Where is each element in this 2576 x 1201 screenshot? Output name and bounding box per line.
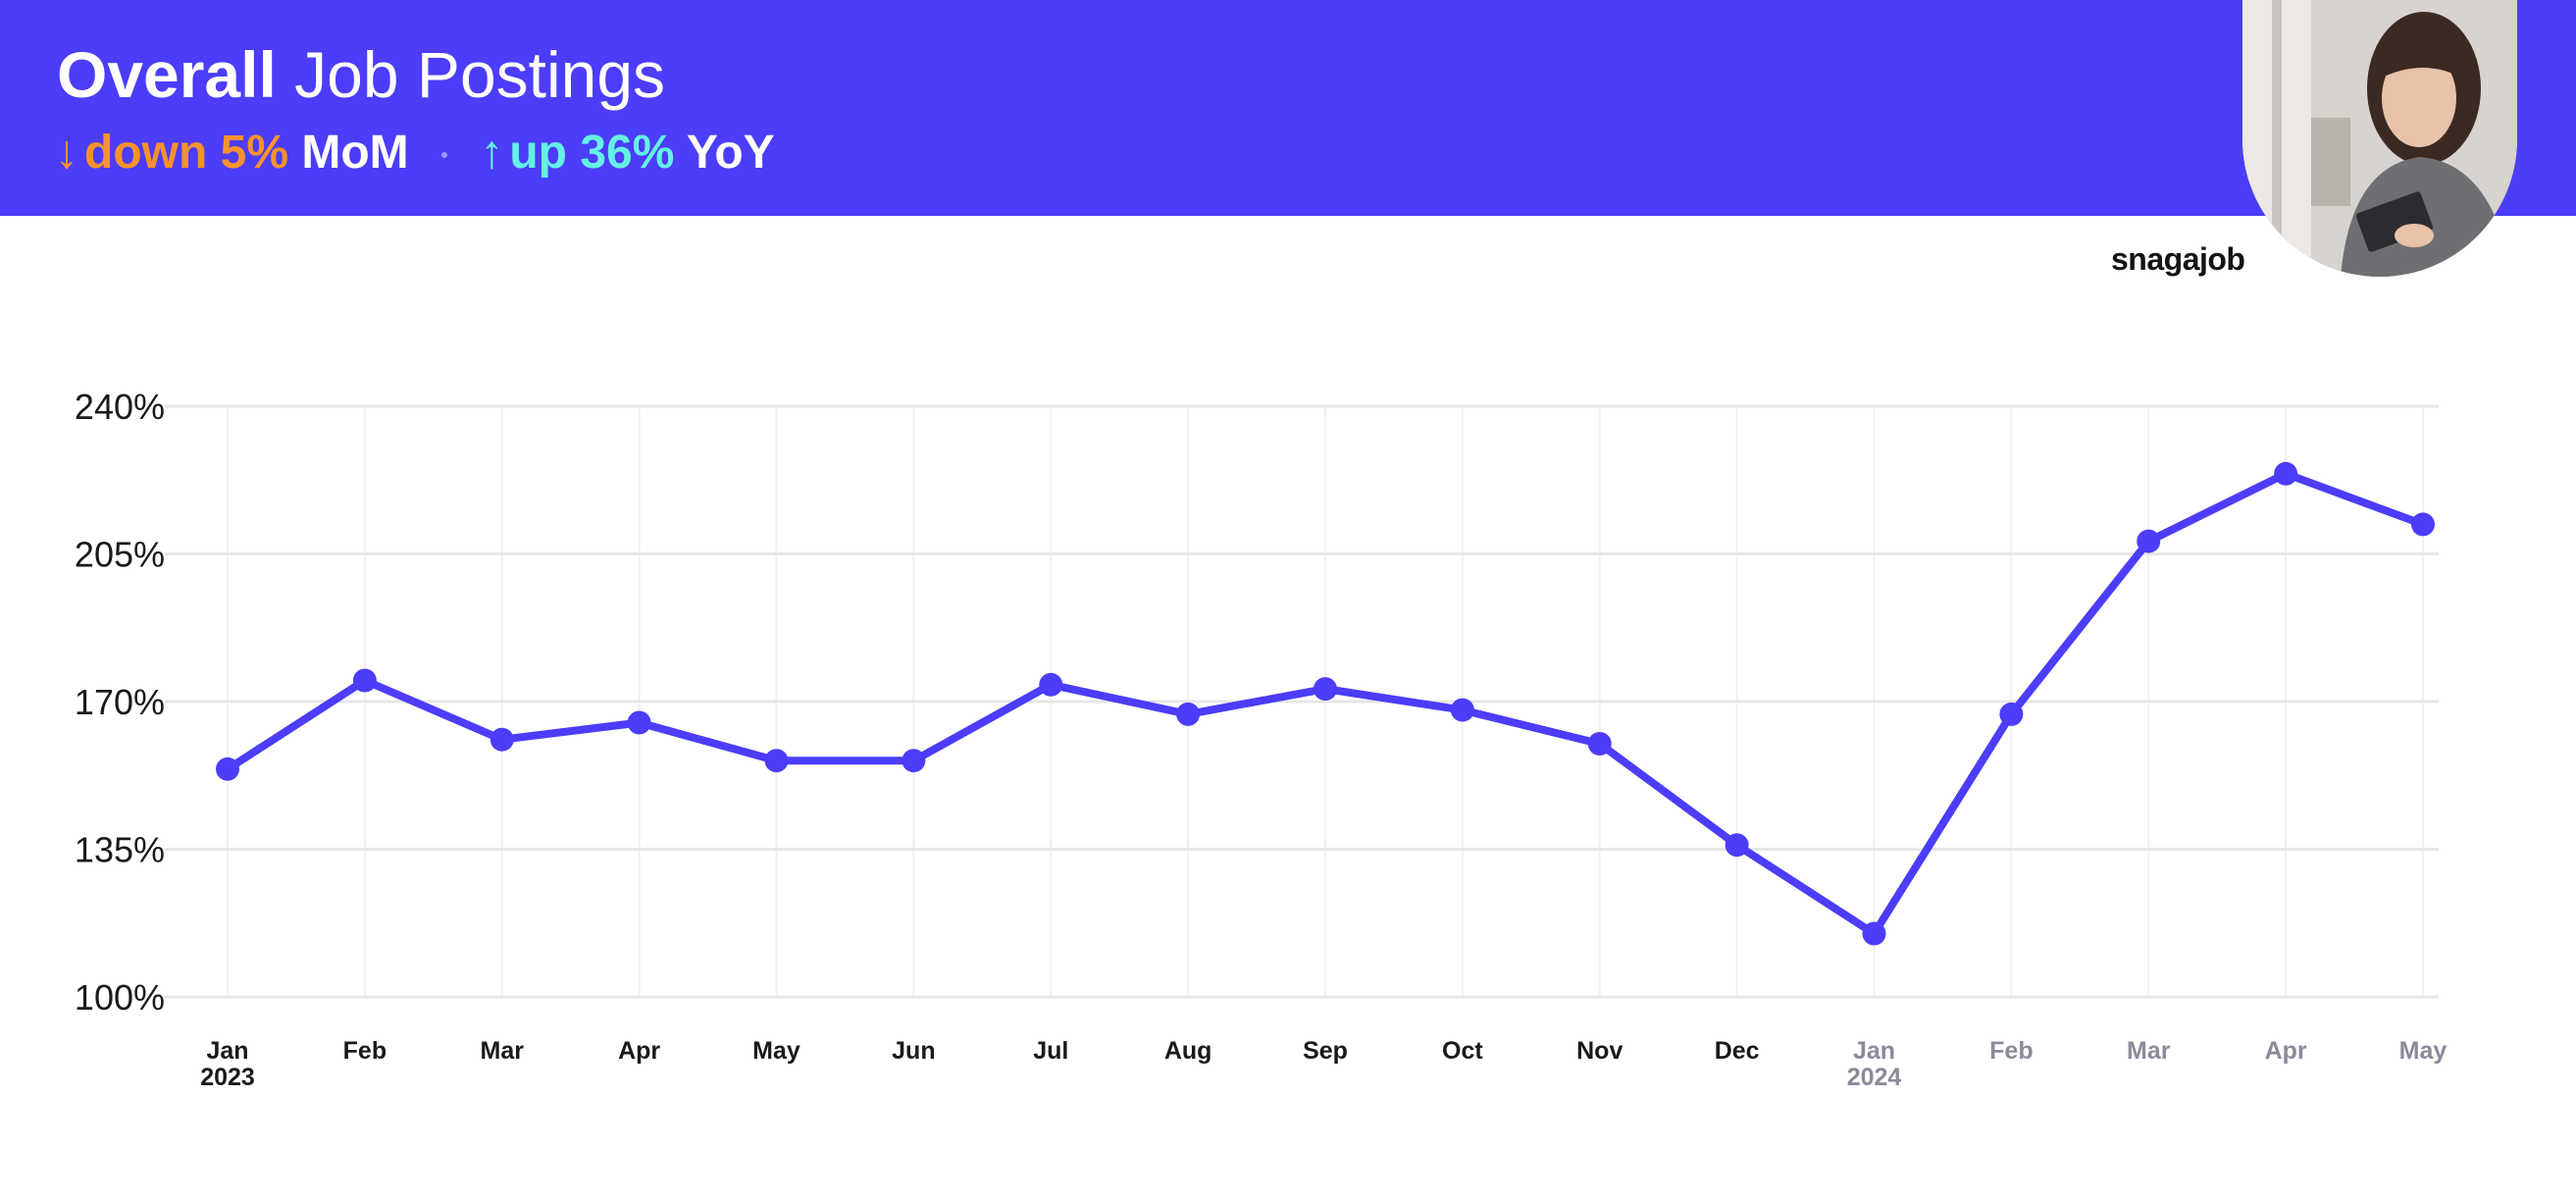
x-tick-label: Jul <box>1033 1037 1068 1065</box>
chart-series <box>216 461 2435 946</box>
x-tick-label: Aug <box>1164 1037 1212 1065</box>
y-tick-label: 100% <box>75 977 165 1018</box>
mom-change: down 5% <box>84 127 289 179</box>
person-photo <box>2242 0 2517 277</box>
title-light: Job Postings <box>294 38 666 111</box>
yoy-change: up 36% <box>509 127 675 179</box>
x-tick-label: Mar <box>481 1037 525 1065</box>
data-point <box>627 710 651 735</box>
x-tick-label: Oct <box>1442 1037 1483 1065</box>
x-tick-label: May <box>752 1037 800 1065</box>
x-tick-label: Dec <box>1715 1037 1760 1065</box>
x-tick-label: Jun <box>892 1037 935 1065</box>
x-tick-label: Sep <box>1303 1037 1348 1065</box>
x-tick-label: Feb <box>1989 1037 2033 1065</box>
data-point <box>902 749 926 773</box>
data-point <box>2137 529 2161 553</box>
data-point <box>1314 677 1337 702</box>
y-tick-label: 240% <box>75 387 165 427</box>
data-point <box>1999 702 2024 726</box>
x-tick-label: Jan <box>206 1037 248 1065</box>
x-tick-label: Apr <box>618 1037 660 1065</box>
data-point <box>764 749 789 773</box>
data-point <box>216 757 239 781</box>
data-point <box>489 727 514 752</box>
x-tick-label: Jan <box>1853 1037 1895 1065</box>
brand-logo: snagajob <box>2111 241 2245 277</box>
chart-grid <box>165 404 2439 999</box>
mom-label: MoM <box>301 127 409 179</box>
x-tick-label: Mar <box>2127 1037 2171 1065</box>
data-point <box>1862 921 1886 946</box>
data-point <box>2411 512 2435 537</box>
y-tick-label: 135% <box>75 830 165 870</box>
x-tick-label: Feb <box>343 1037 386 1065</box>
up-arrow-icon: ↑ <box>480 127 504 179</box>
x-tick-label: Nov <box>1576 1037 1623 1065</box>
x-tick-year-label: 2024 <box>1847 1064 1902 1091</box>
x-tick-year-label: 2023 <box>200 1064 255 1091</box>
data-point <box>352 668 377 693</box>
data-point <box>1176 702 1201 726</box>
y-tick-label: 170% <box>75 682 165 722</box>
stats-line: ↓ down 5% MoM ↑ up 36% YoY <box>55 122 775 184</box>
data-point <box>1725 833 1749 858</box>
person-photo-illustration <box>2242 0 2517 277</box>
data-point <box>1450 698 1474 722</box>
separator-dot <box>441 152 447 159</box>
yoy-label: YoY <box>686 127 775 179</box>
data-point <box>2274 461 2298 486</box>
x-tick-label: May <box>2399 1037 2447 1065</box>
data-point <box>1039 672 1063 697</box>
page-title: Overall Job Postings <box>57 35 665 114</box>
title-bold: Overall <box>57 38 277 111</box>
y-tick-label: 205% <box>75 535 165 575</box>
x-tick-label: Apr <box>2265 1037 2307 1065</box>
header-banner: Overall Job Postings ↓ down 5% MoM ↑ up 36… <box>0 0 2576 216</box>
data-point <box>1587 732 1612 756</box>
down-arrow-icon: ↓ <box>55 127 78 179</box>
